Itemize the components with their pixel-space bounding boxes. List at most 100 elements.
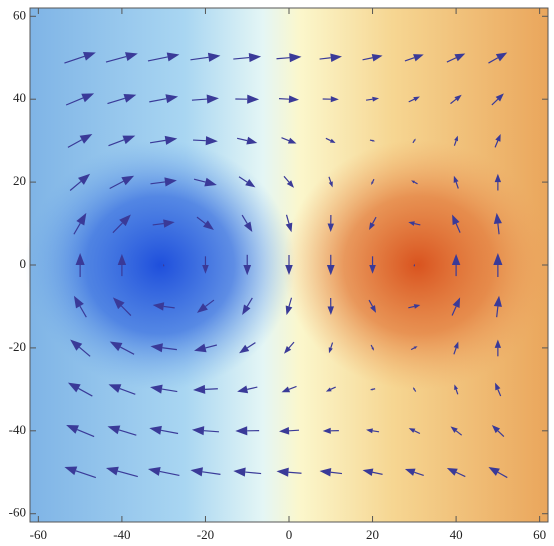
density-low xyxy=(25,140,295,390)
arrow xyxy=(365,96,380,102)
arrow-shaft xyxy=(488,57,499,64)
arrow-head xyxy=(369,222,375,230)
arrow-shaft xyxy=(108,139,125,147)
arrow-head xyxy=(70,339,83,351)
arrow-head xyxy=(194,343,207,353)
arrow xyxy=(326,254,335,276)
arrow-head xyxy=(243,265,252,276)
arrow-shaft xyxy=(283,175,290,183)
arrow-shaft xyxy=(64,55,85,64)
arrow-head xyxy=(235,426,248,436)
arrow xyxy=(488,466,508,479)
arrow xyxy=(196,299,215,313)
arrow-head xyxy=(239,344,250,354)
arrow-shaft xyxy=(325,137,332,142)
arrow-shaft xyxy=(408,305,415,309)
arrow xyxy=(69,173,91,191)
arrow xyxy=(495,382,502,397)
arrow-head xyxy=(362,468,374,477)
arrow-shaft xyxy=(238,176,248,183)
arrow xyxy=(109,341,135,355)
arrow-shaft xyxy=(150,181,166,185)
arrow-shaft xyxy=(245,471,262,475)
x-tick-label: 40 xyxy=(450,527,463,542)
arrow xyxy=(494,339,502,357)
arrow xyxy=(112,297,132,316)
arrow xyxy=(362,468,383,477)
arrow xyxy=(238,176,256,188)
arrow-head xyxy=(66,425,79,434)
arrow-head xyxy=(454,94,462,102)
arrow-head xyxy=(204,177,217,187)
arrow-shaft xyxy=(160,429,179,435)
arrow-shaft xyxy=(450,98,457,105)
arrow-head xyxy=(164,135,178,145)
arrow-head xyxy=(327,306,335,315)
arrow-shaft xyxy=(372,471,383,475)
arrow-shaft xyxy=(73,222,81,235)
arrow xyxy=(65,93,95,106)
arrow-head xyxy=(413,304,421,309)
arrow-shaft xyxy=(368,299,374,307)
y-tick-label: 20 xyxy=(13,173,26,188)
arrow-shaft xyxy=(163,305,175,309)
arrow xyxy=(488,52,508,64)
arrow xyxy=(281,137,297,144)
arrow xyxy=(108,135,136,147)
arrow-head xyxy=(206,94,219,104)
arrow xyxy=(150,343,177,353)
arrow-head xyxy=(150,343,163,353)
arrow-head xyxy=(408,221,415,226)
arrow-shaft xyxy=(446,57,457,63)
arrow xyxy=(194,343,217,353)
arrow xyxy=(454,384,459,395)
arrow-shaft xyxy=(414,430,421,435)
arrow xyxy=(276,53,302,63)
arrow-head xyxy=(166,52,180,62)
arrow-shaft xyxy=(161,388,178,393)
arrow-head xyxy=(121,175,135,186)
arrow-head xyxy=(122,135,136,145)
arrow xyxy=(281,385,297,393)
arrow-head xyxy=(147,466,161,476)
arrow xyxy=(149,135,178,145)
arrow-head xyxy=(412,387,416,390)
arrow xyxy=(446,53,466,63)
arrow-head xyxy=(453,341,459,349)
arrow-shaft xyxy=(369,139,373,142)
arrow-shaft xyxy=(109,180,124,190)
arrow-head xyxy=(454,135,458,142)
arrow xyxy=(369,139,376,142)
arrow-head xyxy=(494,173,502,183)
arrow-shaft xyxy=(372,178,375,183)
arrow xyxy=(408,221,421,226)
arrow xyxy=(236,136,258,145)
arrow xyxy=(493,253,503,277)
arrow-head xyxy=(413,54,424,62)
arrow-head xyxy=(289,53,302,63)
arrow-shaft xyxy=(281,137,290,142)
arrow xyxy=(107,93,137,105)
arrow-shaft xyxy=(202,471,221,475)
arrow-head xyxy=(83,51,96,61)
arrow-head xyxy=(163,263,165,265)
arrow-shaft xyxy=(246,297,253,307)
arrow-head xyxy=(64,466,78,476)
arrow-head xyxy=(164,177,177,187)
arrow-shaft xyxy=(69,180,82,191)
arrow-shaft xyxy=(247,386,258,390)
arrow-shaft xyxy=(372,430,380,433)
arrow-shaft xyxy=(78,346,91,357)
arrow-head xyxy=(329,138,336,143)
arrow-head xyxy=(322,427,331,434)
arrow-head xyxy=(452,297,461,308)
arrow-shaft xyxy=(372,388,376,390)
arrow-shaft xyxy=(455,389,459,395)
arrow-shaft xyxy=(288,471,302,474)
arrow xyxy=(325,386,336,392)
arrow-shaft xyxy=(455,430,463,436)
arrow-shaft xyxy=(246,342,256,349)
arrow xyxy=(404,54,424,62)
arrow-head xyxy=(369,388,373,391)
arrow xyxy=(149,94,179,104)
